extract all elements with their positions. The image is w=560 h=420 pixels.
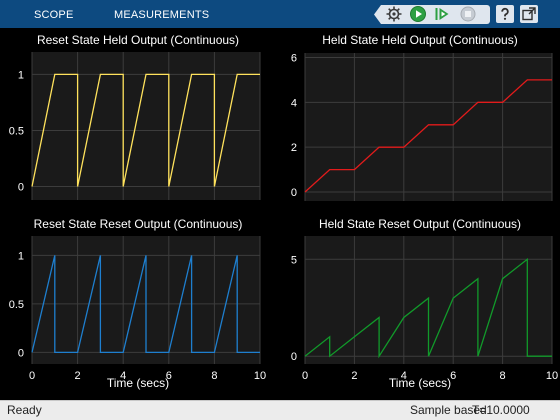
tab-scope[interactable]: SCOPE bbox=[34, 9, 74, 21]
simulation-time-readout: T=10.0000 bbox=[472, 403, 530, 417]
help-icon[interactable] bbox=[496, 5, 514, 23]
x-tick-label: 2 bbox=[75, 370, 81, 382]
step-forward-icon[interactable] bbox=[432, 4, 452, 24]
x-tick-label: 10 bbox=[254, 370, 266, 382]
series-line bbox=[31, 255, 260, 354]
status-bar: Ready Sample based T=10.0000 bbox=[0, 400, 560, 420]
series-line bbox=[304, 79, 552, 193]
pane-held-state-held-output: Held State Held Output (Continuous) 0 2 4 6 bbox=[280, 28, 560, 211]
toolstrip: SCOPE MEASUREMENTS bbox=[0, 0, 560, 28]
y-tick-label: 6 bbox=[291, 52, 297, 64]
y-tick-label: 5 bbox=[291, 254, 297, 266]
x-tick-label: 6 bbox=[450, 370, 456, 382]
y-tick-label: 0 bbox=[291, 187, 297, 199]
simulation-controls-group bbox=[374, 5, 490, 24]
y-tick-label: 0 bbox=[18, 182, 24, 194]
x-axis-label: Time (secs) bbox=[106, 376, 170, 390]
pane-reset-state-held-output: Reset State Held Output (Continuous) 0 0.… bbox=[0, 28, 276, 211]
x-tick-label: 0 bbox=[29, 370, 35, 382]
undock-icon[interactable] bbox=[520, 5, 538, 23]
x-tick-label: 6 bbox=[166, 370, 172, 382]
stop-icon[interactable] bbox=[458, 4, 478, 24]
x-tick-label: 8 bbox=[211, 370, 217, 382]
status-text: Ready bbox=[7, 403, 42, 417]
run-icon[interactable] bbox=[408, 4, 428, 24]
scope-settings-icon[interactable] bbox=[384, 4, 404, 24]
y-tick-label: 1 bbox=[18, 250, 24, 262]
series-line bbox=[304, 257, 552, 359]
y-tick-label: 2 bbox=[291, 142, 297, 154]
x-axis-label: Time (secs) bbox=[388, 376, 452, 390]
y-tick-label: 0.5 bbox=[9, 299, 24, 311]
plot-title: Reset State Reset Output (Continuous) bbox=[33, 217, 243, 231]
x-tick-label: 8 bbox=[500, 370, 506, 382]
tab-measurements[interactable]: MEASUREMENTS bbox=[114, 9, 210, 21]
y-tick-label: 1 bbox=[18, 69, 24, 81]
chart-held-state-reset-output[interactable]: 0 5 0 2 4 6 8 10 bbox=[280, 212, 560, 400]
plot-title: Held State Held Output (Continuous) bbox=[322, 33, 518, 47]
x-tick-label: 2 bbox=[351, 370, 357, 382]
chart-reset-state-reset-output[interactable]: 00.510 2 4 6 8 10 bbox=[0, 212, 276, 400]
x-tick-label: 4 bbox=[120, 370, 126, 382]
plot-title: Held State Reset Output (Continuous) bbox=[318, 217, 522, 231]
y-tick-label: 0 bbox=[291, 351, 297, 363]
sample-mode-indicator[interactable]: Sample based bbox=[410, 403, 487, 417]
x-tick-label: 4 bbox=[401, 370, 407, 382]
series-line bbox=[31, 73, 260, 187]
y-tick-label: 0.5 bbox=[9, 125, 24, 137]
chart-held-state-held-output[interactable]: 0 2 4 6 bbox=[280, 28, 560, 211]
plot-title: Reset State Held Output (Continuous) bbox=[36, 33, 240, 47]
x-tick-label: 0 bbox=[302, 370, 308, 382]
x-tick-label: 10 bbox=[546, 370, 558, 382]
chart-reset-state-held-output[interactable]: 00.51 bbox=[0, 28, 276, 211]
plot-area: Reset State Held Output (Continuous) 0 0.… bbox=[0, 28, 560, 400]
axes-background bbox=[305, 53, 552, 201]
y-tick-label: 0 bbox=[18, 347, 24, 359]
y-tick-label: 4 bbox=[291, 97, 297, 109]
